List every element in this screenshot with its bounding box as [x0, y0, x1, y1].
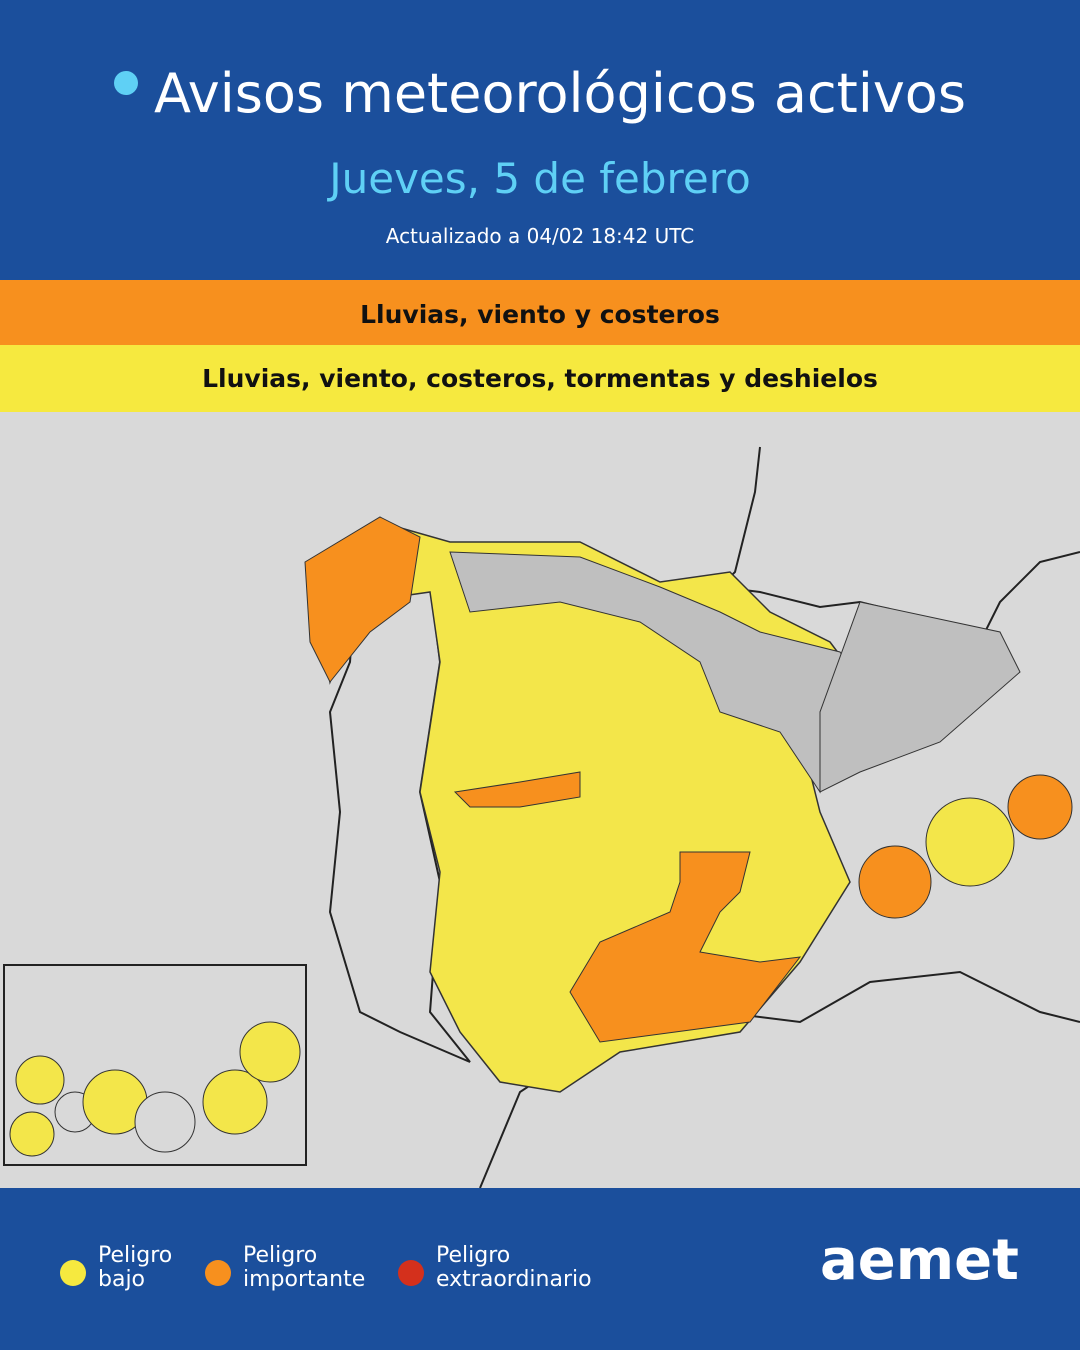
- updated: Actualizado a 04/02 18:42 UTC: [385, 224, 695, 248]
- island: [9, 1111, 55, 1157]
- header: Avisos meteorológicos activos Jueves, 5 …: [0, 0, 1080, 280]
- footer: Peligro bajo Peligro importante Peligro …: [0, 1188, 1080, 1350]
- island: [134, 1091, 196, 1153]
- galicia-orange: [304, 516, 421, 683]
- title-row: Avisos meteorológicos activos: [0, 62, 1080, 125]
- legend-item: Peligro importante: [205, 1243, 393, 1292]
- map: [0, 412, 1080, 1188]
- orange-band: Lluvias, viento y costeros: [0, 280, 1080, 345]
- yellow-band: Lluvias, viento, costeros, tormentas y d…: [0, 345, 1080, 412]
- title: Avisos meteorológicos activos: [154, 62, 966, 125]
- island: [239, 1021, 301, 1083]
- menorca: [1007, 774, 1073, 840]
- legend-item: Peligro extraordinario: [398, 1243, 626, 1292]
- legend-label: Peligro bajo: [98, 1243, 173, 1292]
- canary-inset: [3, 964, 307, 1166]
- island: [15, 1055, 65, 1105]
- catalonia-grey: [819, 601, 1021, 793]
- logo: aemet: [820, 1228, 1019, 1293]
- legend-swatch: [205, 1260, 231, 1286]
- central-orange: [453, 771, 581, 808]
- ibiza: [858, 845, 932, 919]
- legend-swatch: [398, 1260, 424, 1286]
- france-coast: [717, 446, 1080, 644]
- island: [202, 1069, 268, 1135]
- south-orange: [569, 851, 802, 1043]
- title-dot: [114, 71, 139, 96]
- legend-item: Peligro bajo: [60, 1243, 188, 1292]
- date: Jueves, 5 de febrero: [329, 154, 751, 203]
- legend-swatch: [60, 1260, 86, 1286]
- mallorca: [925, 797, 1015, 887]
- legend-label: Peligro extraordinario: [436, 1243, 592, 1292]
- legend-label: Peligro importante: [243, 1243, 366, 1292]
